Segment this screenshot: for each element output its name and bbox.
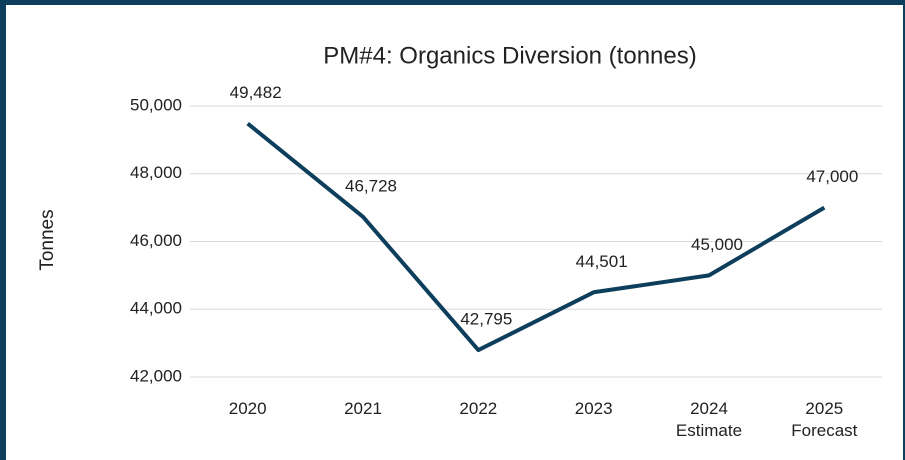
x-tick-label: 2023 [574,399,613,418]
y-tick-label: 46,000 [130,231,182,250]
x-tick-label: 2020 [228,399,267,418]
data-label: 44,501 [576,252,628,271]
x-tick-label: 2024 Estimate [675,399,743,440]
y-tick-label: 50,000 [130,95,182,114]
data-label: 47,000 [806,167,858,186]
data-label: 49,482 [230,83,282,102]
data-label: 46,728 [345,176,397,195]
y-axis-title: Tonnes [37,209,58,270]
line [246,121,826,353]
x-tick-label: 2022 [459,399,498,418]
data-label: 42,795 [460,310,512,329]
y-tick-label: 44,000 [130,299,182,318]
x-tick-label: 2025 Forecast [791,399,858,440]
data-label: 45,000 [691,235,743,254]
x-tick-label: 2021 [344,399,382,418]
chart-title: PM#4: Organics Diversion (tonnes) [323,42,696,69]
y-tick-label: 42,000 [130,366,182,385]
y-tick-label: 48,000 [130,163,182,182]
